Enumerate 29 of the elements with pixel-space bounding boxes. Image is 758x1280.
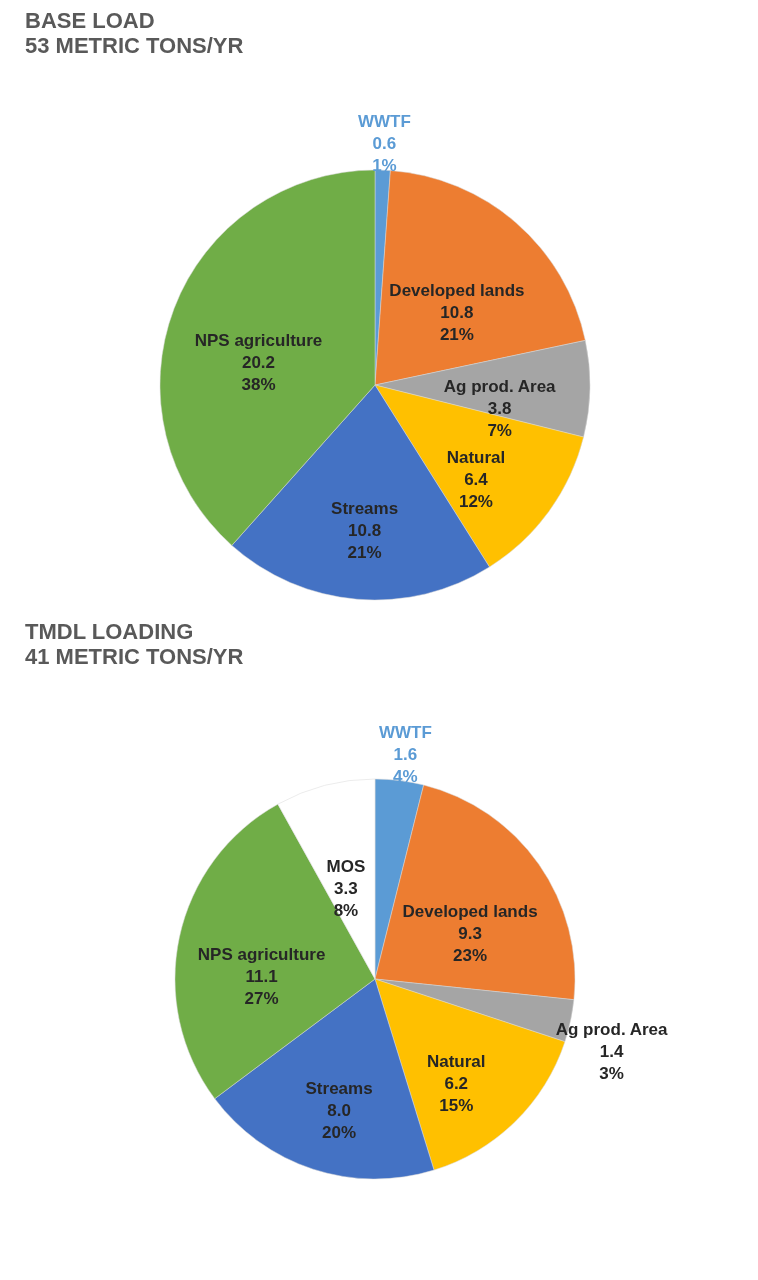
- chart-title: TMDL LOADING: [25, 618, 194, 644]
- slice-label: Ag prod. Area: [443, 377, 557, 397]
- chart-subtitle: 53 METRIC TONS/YR: [25, 33, 244, 59]
- slice-label: Streams: [305, 1079, 373, 1099]
- slice-label: MOS: [326, 856, 366, 876]
- data-label: 3.8 7%: [487, 399, 512, 441]
- slice-label: NPS agriculture: [197, 944, 326, 964]
- slice-label: Streams: [331, 499, 399, 519]
- data-label: 6.4 12%: [458, 470, 493, 512]
- chart-title: BASE LOAD: [25, 8, 155, 34]
- data-label: 6.2 15%: [439, 1073, 474, 1115]
- data-label: 9.3 23%: [453, 924, 488, 966]
- data-label: 10.8 21%: [347, 521, 382, 563]
- slice-label: Developed lands: [402, 902, 538, 922]
- data-label: 8.0 20%: [322, 1101, 357, 1143]
- data-label: 0.6 1%: [372, 134, 397, 176]
- slice-label: WWTF: [357, 112, 411, 132]
- slice-label: NPS agriculture: [194, 330, 323, 350]
- data-label: 11.1 27%: [244, 966, 279, 1008]
- slice-label: Natural: [426, 1051, 486, 1071]
- data-label: 20.2 38%: [241, 352, 276, 394]
- data-label: 3.3 8%: [333, 878, 359, 920]
- slice-label: Natural: [446, 448, 506, 468]
- data-label: 10.8 21%: [439, 302, 474, 344]
- slice-label: Developed lands: [389, 280, 525, 300]
- chart-subtitle: 41 METRIC TONS/YR: [25, 643, 244, 669]
- data-label: 1.6 4%: [393, 744, 418, 786]
- data-label: 1.4 3%: [599, 1041, 624, 1083]
- slice-label: WWTF: [378, 722, 432, 742]
